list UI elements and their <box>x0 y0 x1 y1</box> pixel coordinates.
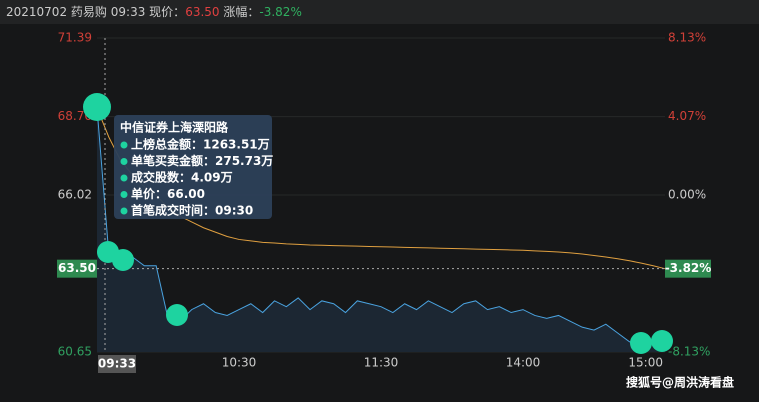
price-area <box>97 107 665 352</box>
stock-name: 药易购 <box>71 4 107 19</box>
time: 09:33 <box>111 5 146 19</box>
bubble <box>166 304 188 326</box>
x-tick-label: 14:00 <box>506 356 541 370</box>
x-tick-label: 15:00 <box>628 356 663 370</box>
average-line <box>96 107 666 270</box>
tooltip-box <box>114 115 272 219</box>
tooltip-dot <box>120 158 128 165</box>
bubble <box>112 249 134 271</box>
y2-tick-label: 4.07% <box>668 109 706 123</box>
tooltip-dot <box>120 174 128 182</box>
y2-tick-label: 0.00% <box>668 188 706 202</box>
y-tick-label: 68.70 <box>58 109 92 123</box>
tooltip-item: 首笔成交时间：09:30 <box>131 203 253 218</box>
y2-tick-label: 8.13% <box>668 31 706 45</box>
tooltip-item: 上榜总金额：1263.51万 <box>131 137 270 152</box>
watermark: 搜狐号@周洪涛看盘 <box>626 375 734 390</box>
price: 63.50 <box>185 5 219 19</box>
change-label: 涨幅： <box>223 4 259 19</box>
tooltip-title: 中信证券上海溧阳路 <box>120 120 229 135</box>
bubble <box>651 330 673 352</box>
x-tick-label: 11:30 <box>364 356 399 370</box>
tooltip-dot <box>120 207 128 215</box>
y2-tick-label: -8.13% <box>668 345 710 359</box>
tooltip-dot <box>120 191 128 198</box>
change: -3.82% <box>259 5 301 19</box>
crosshair-price-box <box>57 259 97 278</box>
price-line <box>96 107 666 346</box>
date: 20210702 <box>6 5 67 19</box>
tooltip-dot <box>120 141 128 149</box>
crosshair-price: 63.50 <box>58 261 96 275</box>
bubble <box>630 332 652 354</box>
crosshair-time-box <box>98 355 136 373</box>
crosshair-time: 09:33 <box>98 357 136 371</box>
tooltip-item: 成交股数：4.09万 <box>131 170 233 185</box>
crosshair-change: -3.82% <box>665 261 712 275</box>
y-tick-label: 66.02 <box>58 188 92 202</box>
tooltip: 中信证券上海溧阳路 上榜总金额：1263.51万单笔买卖金额：275.73万成交… <box>114 115 273 219</box>
header: 20210702 药易购 09:33 现价：63.50 涨幅：-3.82% <box>6 4 302 19</box>
bubbles <box>83 93 673 354</box>
tooltip-item: 单笔买卖金额：275.73万 <box>131 153 273 168</box>
y-tick-label: 71.39 <box>58 31 92 45</box>
bubble <box>83 93 111 121</box>
crosshair-change-box <box>665 259 711 278</box>
x-tick-label: 10:30 <box>222 356 257 370</box>
tooltip-item: 单价：66.00 <box>131 186 205 201</box>
price-label: 现价： <box>149 5 185 19</box>
header-bar <box>0 0 759 24</box>
y-tick-label: 60.65 <box>58 345 92 359</box>
